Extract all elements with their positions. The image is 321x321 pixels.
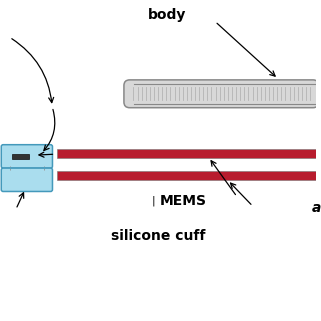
Bar [57,149,321,158]
FancyBboxPatch shape [124,80,319,108]
Bar [57,171,321,180]
Bar [12,153,30,159]
Text: body: body [148,8,187,22]
Text: a: a [311,201,321,215]
Text: |: | [152,196,155,206]
Text: silicone cuff: silicone cuff [111,230,205,243]
FancyBboxPatch shape [1,145,52,168]
Text: MEMS: MEMS [160,194,207,208]
FancyBboxPatch shape [1,168,52,192]
